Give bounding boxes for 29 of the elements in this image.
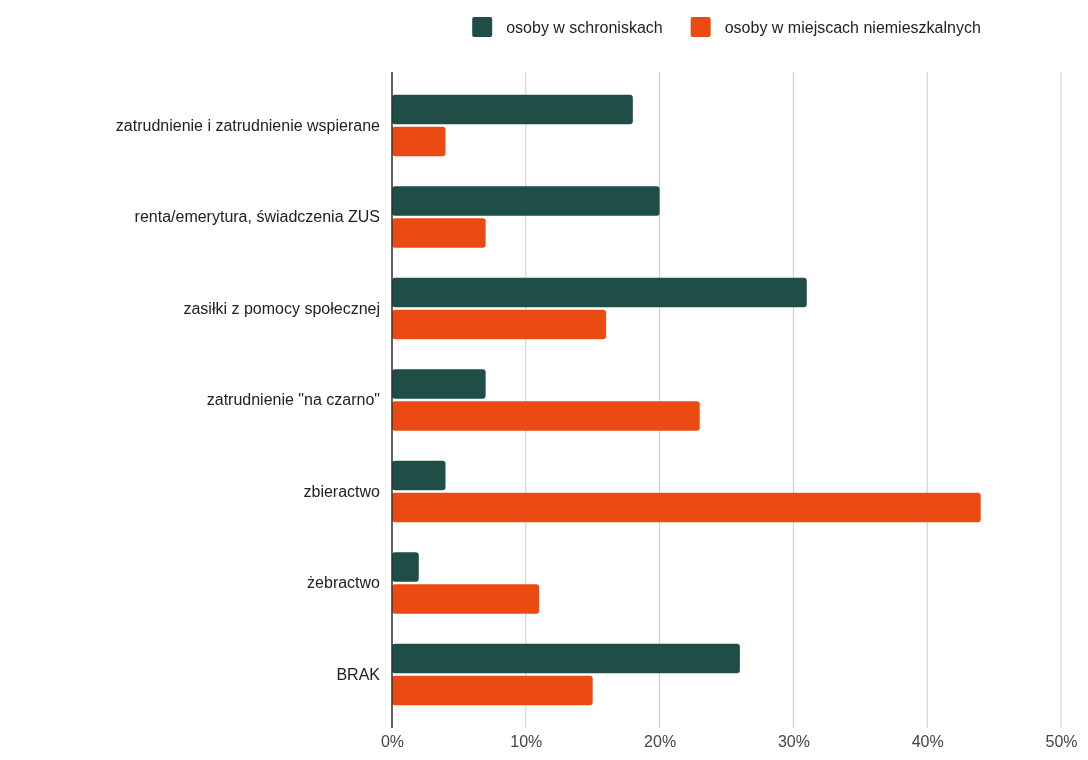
- y-tick-label: BRAK: [336, 665, 381, 683]
- legend-label: osoby w schroniskach: [506, 19, 663, 36]
- y-tick-label: zbieractwo: [303, 482, 381, 500]
- x-tick-label: 20%: [644, 733, 677, 751]
- bar: [392, 643, 740, 674]
- x-tick-label: 30%: [777, 733, 810, 751]
- y-tick-label: zasiłki z pomocy społecznej: [183, 299, 380, 317]
- legend-label: osoby w miejscach niemieszkalnych: [724, 19, 981, 36]
- bar: [392, 126, 446, 157]
- y-tick-label: renta/emerytura, świadczenia ZUS: [134, 208, 380, 226]
- bar: [392, 552, 419, 582]
- bar: [392, 675, 593, 706]
- x-tick-label: 50%: [1045, 733, 1078, 751]
- bar: [392, 492, 981, 523]
- bar: [392, 186, 660, 216]
- x-tick-label: 10%: [510, 733, 543, 751]
- bar: [392, 460, 446, 491]
- bar: [392, 277, 807, 308]
- y-tick-label: zatrudnienie "na czarno": [206, 391, 380, 409]
- x-tick-label: 40%: [911, 733, 944, 751]
- bar: [392, 369, 486, 399]
- bar: [392, 584, 540, 614]
- y-tick-label: żebractwo: [307, 574, 381, 592]
- bar: [392, 309, 607, 340]
- bar: [392, 94, 633, 125]
- bar: [392, 401, 700, 431]
- y-tick-label: zatrudnienie i zatrudnienie wspierane: [115, 116, 381, 134]
- bar: [392, 218, 486, 248]
- x-tick-label: 0%: [380, 733, 405, 751]
